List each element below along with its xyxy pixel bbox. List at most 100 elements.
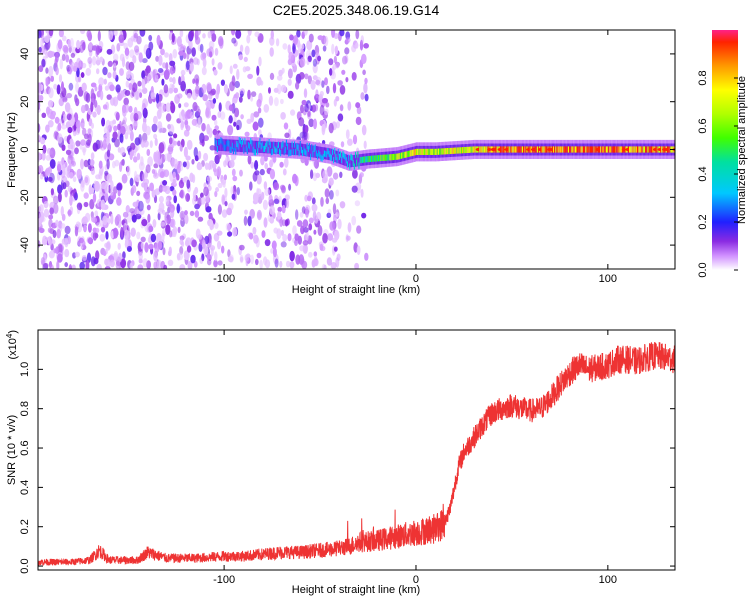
heatmap-cell: [310, 153, 312, 160]
heatmap-cell: [325, 102, 330, 108]
heatmap-cell: [319, 151, 321, 158]
heatmap-cell: [81, 146, 87, 153]
heatmap-cell: [239, 140, 241, 152]
heatmap-cell: [282, 234, 288, 242]
heatmap-cell: [337, 151, 339, 164]
heatmap-cell: [106, 149, 111, 158]
heatmap-cell: [250, 138, 252, 145]
heatmap-cell: [290, 149, 292, 156]
heatmap-cell: [38, 134, 41, 141]
heatmap-cell: [179, 144, 183, 152]
heatmap-cell: [275, 38, 280, 47]
heatmap-cell: [393, 153, 395, 161]
heatmap-cell: [310, 169, 314, 179]
heatmap-cell: [137, 80, 142, 87]
heatmap-cell: [343, 152, 345, 159]
heatmap-cell: [297, 144, 299, 151]
heatmap-cell: [157, 240, 163, 250]
heatmap-cell: [572, 146, 574, 153]
heatmap-cell: [180, 69, 186, 76]
heatmap-cell: [103, 250, 107, 256]
heatmap-cell: [333, 246, 338, 252]
heatmap-cell: [109, 259, 115, 268]
heatmap-cell: [593, 146, 595, 153]
heatmap-cell: [165, 197, 170, 206]
heatmap-cell: [639, 146, 641, 153]
heatmap-cell: [64, 248, 70, 258]
heatmap-cell: [351, 44, 357, 53]
heatmap-cell: [239, 44, 244, 53]
heatmap-cell: [364, 156, 366, 163]
heatmap-cell: [364, 93, 369, 102]
colorbar-gradient: [712, 30, 738, 270]
heatmap-cell: [90, 152, 95, 160]
heatmap-cell: [126, 165, 131, 177]
heatmap-cell: [128, 82, 133, 91]
heatmap-cell: [201, 122, 206, 132]
heatmap-cell: [89, 159, 95, 166]
heatmap-cell: [260, 156, 265, 166]
heatmap-cell: [81, 255, 87, 261]
heatmap-cell: [397, 153, 399, 160]
heatmap-cell: [444, 148, 446, 155]
heatmap-cell: [571, 146, 573, 153]
heatmap-cell: [52, 229, 57, 239]
heatmap-cell: [62, 113, 68, 122]
heatmap-cell: [284, 219, 289, 227]
heatmap-cell: [164, 217, 168, 225]
heatmap-cell: [75, 221, 81, 228]
heatmap-cell: [375, 155, 377, 162]
heatmap-cell: [298, 117, 305, 127]
heatmap-cell: [275, 141, 277, 154]
heatmap-cell: [349, 155, 351, 168]
heatmap-cell: [212, 163, 217, 169]
heatmap-cell: [196, 58, 200, 66]
heatmap-cell: [346, 154, 349, 167]
heatmap-x-tick-label: 100: [599, 273, 617, 285]
heatmap-cell: [231, 30, 236, 36]
heatmap-cell: [132, 55, 137, 64]
heatmap-cell: [104, 85, 109, 91]
heatmap-cell: [349, 163, 351, 170]
heatmap-cell: [67, 143, 74, 150]
heatmap-cell: [116, 197, 122, 206]
heatmap-cell: [232, 175, 238, 182]
heatmap-cell: [207, 258, 212, 266]
colorbar-tick-label: 0.4: [697, 166, 709, 181]
heatmap-cell: [156, 109, 162, 119]
heatmap-cell: [359, 39, 364, 51]
heatmap-cell: [274, 258, 279, 268]
heatmap-cell: [355, 30, 360, 40]
heatmap-cell: [352, 134, 358, 145]
heatmap-cell: [339, 30, 345, 37]
heatmap-cell: [265, 143, 267, 150]
heatmap-cell: [160, 102, 166, 114]
colorbar: 0.0 0.2 0.4 0.6 0.8 Normalized spectral ampl…: [697, 30, 748, 278]
heatmap-cell: [269, 216, 275, 224]
heatmap-cell: [235, 139, 237, 152]
heatmap-cell: [587, 146, 589, 153]
heatmap-cell: [280, 241, 287, 248]
heatmap-cell: [435, 148, 437, 155]
heatmap-cell: [229, 159, 235, 168]
heatmap-cell: [511, 146, 513, 153]
heatmap-cell: [202, 33, 206, 39]
heatmap-cell: [197, 150, 202, 160]
heatmap-cell: [221, 139, 223, 152]
heatmap-cell: [257, 107, 262, 114]
heatmap-cell: [120, 226, 124, 238]
heatmap-cell: [277, 141, 279, 148]
heatmap-cell: [546, 146, 548, 153]
heatmap-cell: [335, 153, 337, 161]
heatmap-cell: [167, 259, 174, 266]
heatmap-cell: [456, 147, 458, 154]
heatmap-cell: [120, 146, 126, 156]
heatmap-cell: [322, 45, 327, 52]
heatmap-cell: [443, 148, 445, 155]
heatmap-cell: [221, 209, 228, 218]
heatmap-cell: [302, 149, 304, 157]
heatmap-cell: [254, 31, 260, 38]
heatmap-cell: [285, 139, 288, 146]
heatmap-cell: [559, 146, 562, 153]
heatmap-cell: [244, 45, 250, 56]
